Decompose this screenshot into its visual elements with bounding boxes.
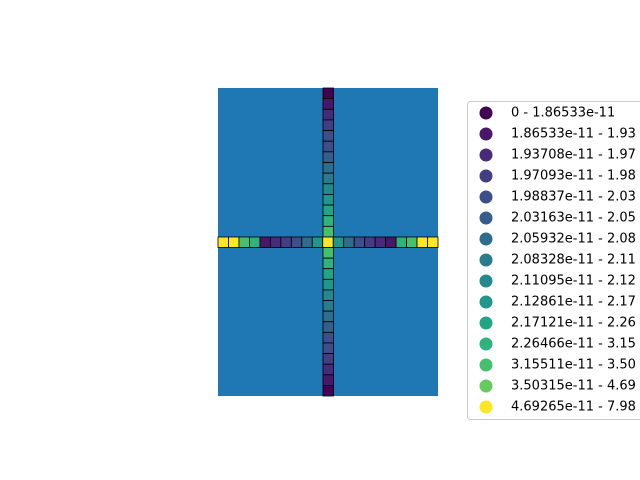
- legend-frame: [467, 101, 640, 420]
- column-cell: [322, 257, 334, 270]
- legend-label: 2.03163e-11 - 2.05: [511, 211, 636, 226]
- legend-label: 3.50315e-11 - 4.69: [511, 379, 636, 394]
- legend-label: 2.26466e-11 - 3.15: [511, 337, 636, 352]
- row-cell: [374, 236, 387, 248]
- column-cell: [322, 215, 334, 227]
- row-cell: [427, 236, 439, 248]
- legend-marker: [479, 148, 493, 162]
- column-cell: [322, 300, 334, 312]
- column-cell: [322, 140, 334, 153]
- column-cell: [322, 98, 334, 110]
- row-cell: [322, 236, 334, 248]
- column-cell: [322, 363, 334, 376]
- legend-marker: [479, 379, 493, 393]
- column-cell: [322, 374, 334, 386]
- legend-label: 1.97093e-11 - 1.98: [511, 169, 636, 184]
- legend-label: 0 - 1.86533e-11: [511, 106, 615, 121]
- row-cell: [416, 236, 428, 248]
- legend-marker: [479, 358, 493, 372]
- row-cell: [332, 236, 345, 248]
- legend-label: 2.12861e-11 - 2.17: [511, 295, 636, 310]
- column-cell: [322, 353, 334, 365]
- column-cell: [322, 172, 334, 185]
- legend-marker: [479, 211, 493, 225]
- row-cell: [228, 236, 240, 248]
- row-cell: [311, 236, 324, 248]
- row-cell: [280, 236, 292, 248]
- row-cell: [385, 236, 397, 248]
- row-cell: [395, 236, 407, 248]
- column-cell: [322, 87, 334, 100]
- column-cell: [322, 162, 334, 174]
- row-cell: [364, 236, 376, 248]
- legend-marker: [479, 295, 493, 309]
- column-cell: [322, 247, 334, 259]
- legend-marker: [479, 106, 493, 120]
- row-cell: [353, 236, 366, 248]
- legend-marker: [479, 253, 493, 267]
- legend: 0 - 1.86533e-11 1.86533e-11 - 1.93 1.93708…: [479, 106, 636, 415]
- row-cell: [343, 236, 355, 248]
- legend-marker: [479, 127, 493, 141]
- legend-label: 1.98837e-11 - 2.03: [511, 190, 636, 205]
- column-cell: [322, 151, 334, 163]
- row-cell: [249, 236, 261, 248]
- legend-marker: [479, 400, 493, 414]
- column-cell: [322, 108, 334, 121]
- legend-label: 2.05932e-11 - 2.08: [511, 232, 636, 247]
- legend-label: 1.86533e-11 - 1.93: [511, 127, 636, 142]
- column-cell: [322, 289, 334, 301]
- legend-label: 4.69265e-11 - 7.98: [511, 400, 636, 415]
- legend-label: 2.08328e-11 - 2.11: [511, 253, 636, 268]
- column-cell: [322, 278, 334, 291]
- legend-label: 1.93708e-11 - 1.97: [511, 148, 636, 163]
- column-cell: [322, 321, 334, 333]
- row-cell: [290, 236, 303, 248]
- legend-label: 2.11095e-11 - 2.12: [511, 274, 636, 289]
- row-cell: [238, 236, 250, 248]
- cells: [217, 87, 439, 397]
- row-cell: [217, 236, 229, 248]
- row-cell: [259, 236, 271, 248]
- column-cell: [322, 130, 334, 142]
- legend-marker: [479, 337, 493, 351]
- legend-marker: [479, 274, 493, 288]
- legend-marker: [479, 190, 493, 204]
- column-cell: [322, 204, 334, 217]
- legend-marker: [479, 316, 493, 330]
- column-cell: [322, 342, 334, 354]
- row-cell: [406, 236, 418, 248]
- column-cell: [322, 183, 334, 195]
- row-cell: [269, 236, 282, 248]
- column-cell: [322, 268, 334, 280]
- row-cell: [301, 236, 313, 248]
- legend-marker: [479, 232, 493, 246]
- column-cell: [322, 384, 334, 397]
- column-cell: [322, 225, 334, 238]
- legend-marker: [479, 169, 493, 183]
- column-cell: [322, 194, 334, 206]
- legend-label: 2.17121e-11 - 2.26: [511, 316, 636, 331]
- column-cell: [322, 331, 334, 344]
- column-cell: [322, 119, 334, 131]
- legend-label: 3.15511e-11 - 3.50: [511, 358, 636, 373]
- column-cell: [322, 310, 334, 323]
